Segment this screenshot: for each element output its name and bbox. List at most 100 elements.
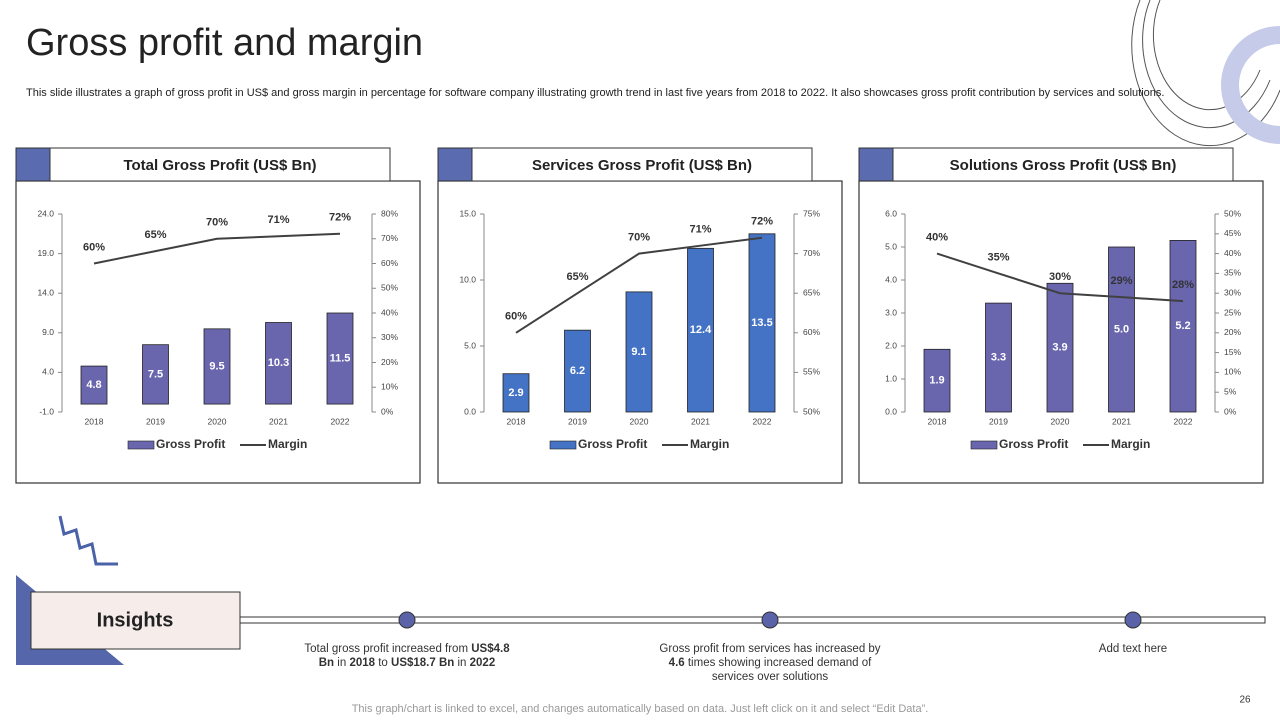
bar [142, 344, 169, 405]
bar [502, 373, 530, 413]
legend-label: Gross Profit [578, 437, 647, 451]
bar [985, 302, 1012, 413]
legend-swatch [549, 440, 577, 450]
y2-tick-label: 60% [381, 258, 398, 268]
insight-dot [761, 611, 779, 629]
insight-run: in [334, 657, 350, 669]
y2-tick-label: 55% [803, 367, 820, 377]
margin-label: 60% [83, 241, 105, 253]
legend-label: Gross Profit [999, 437, 1068, 451]
bar [326, 312, 354, 405]
insights-label: Insights [97, 609, 174, 631]
y2-tick-label: 10% [381, 382, 398, 392]
margin-label: 40% [926, 232, 948, 244]
bar-label: 2.9 [508, 387, 523, 399]
margin-line [93, 232, 341, 265]
margin-line [936, 252, 1184, 303]
slide-description: This slide illustrates a graph of gross … [26, 87, 1165, 99]
y-tick-label: 24.0 [37, 208, 54, 218]
bar [1169, 239, 1197, 413]
y-tick-label: 6.0 [885, 208, 897, 218]
y2-tick-label: 40% [381, 307, 398, 317]
insight-run: 2018 [349, 657, 376, 669]
y2-tick-label: 80% [381, 208, 398, 218]
x-tick-label: 2020 [1051, 416, 1070, 426]
y2-tick-label: 0% [1224, 406, 1237, 416]
x-tick-label: 2020 [208, 416, 227, 426]
bar-label: 12.4 [690, 324, 712, 336]
insight-run: 4.6 [668, 657, 685, 669]
legend-label: Gross Profit [156, 437, 225, 451]
x-tick-label: 2018 [507, 416, 526, 426]
insight-run: 2022 [469, 657, 496, 669]
bar-label: 13.5 [751, 317, 772, 329]
margin-label: 72% [751, 216, 773, 228]
x-tick-label: 2021 [691, 416, 710, 426]
y-tick-label: 5.0 [464, 340, 476, 350]
margin-label: 70% [628, 232, 650, 244]
bar-label: 3.3 [991, 351, 1006, 363]
bar-label: 5.0 [1114, 323, 1129, 335]
insight-run: times showing increased demand of servic… [684, 657, 872, 683]
bar [80, 365, 108, 405]
y2-tick-label: 0% [381, 406, 394, 416]
x-tick-label: 2018 [928, 416, 947, 426]
bar [923, 348, 951, 413]
y-tick-label: 5.0 [885, 241, 897, 251]
footer-note: This graph/chart is linked to excel, and… [352, 703, 929, 715]
insight-run: Gross profit from services has increased… [659, 643, 881, 655]
insight-text: Add text here [1093, 642, 1173, 656]
y2-tick-label: 20% [1224, 327, 1241, 337]
chart-header [892, 147, 1234, 182]
margin-label: 65% [566, 271, 588, 283]
bar-label: 5.2 [1175, 320, 1190, 332]
legend-label: Margin [1111, 437, 1150, 451]
y-tick-label: 19.0 [37, 248, 54, 258]
y2-tick-label: 60% [803, 327, 820, 337]
y-tick-label: 0.0 [464, 406, 476, 416]
margin-label: 65% [144, 229, 166, 241]
y2-tick-label: 70% [381, 233, 398, 243]
bar-label: 9.1 [631, 346, 646, 358]
y2-tick-label: 40% [1224, 248, 1241, 258]
y2-tick-label: 70% [803, 248, 820, 258]
bar-label: 9.5 [209, 360, 224, 372]
bar [625, 291, 653, 413]
y-tick-label: 15.0 [459, 208, 476, 218]
chart-header-square [858, 147, 894, 182]
margin-label: 71% [689, 224, 711, 236]
slide-title: Gross profit and margin [26, 22, 424, 64]
y2-tick-label: 20% [381, 357, 398, 367]
bar [1046, 282, 1074, 413]
margin-label: 30% [1049, 271, 1071, 283]
y2-tick-label: 5% [1224, 386, 1237, 396]
bar-label: 7.5 [148, 368, 163, 380]
chart-header [49, 147, 391, 182]
bar-label: 11.5 [330, 352, 351, 364]
margin-label: 28% [1172, 279, 1194, 291]
x-tick-label: 2021 [269, 416, 288, 426]
insight-text: Total gross profit increased from US$4.8… [297, 642, 517, 670]
insights-box [30, 591, 241, 650]
decor-ring [1221, 26, 1280, 144]
chart-title: Services Gross Profit (US$ Bn) [532, 157, 752, 174]
insight-run: US$18.7 Bn [391, 657, 455, 669]
y-tick-label: 4.0 [42, 367, 54, 377]
bar-label: 6.2 [570, 365, 585, 377]
margin-label: 70% [206, 217, 228, 229]
bar-label: 1.9 [929, 375, 944, 387]
y-tick-label: 2.0 [885, 340, 897, 350]
insight-run: Total gross profit increased from [304, 643, 472, 655]
insight-run: US$4.8 Bn [318, 643, 510, 669]
insight-run: Add text here [1098, 643, 1168, 655]
x-tick-label: 2019 [568, 416, 587, 426]
bar [203, 328, 231, 405]
chart-title: Solutions Gross Profit (US$ Bn) [950, 157, 1177, 174]
legend-swatch [127, 440, 155, 450]
x-tick-label: 2022 [753, 416, 772, 426]
y2-tick-label: 75% [803, 208, 820, 218]
chart-header-square [437, 147, 473, 182]
margin-label: 72% [329, 212, 351, 224]
